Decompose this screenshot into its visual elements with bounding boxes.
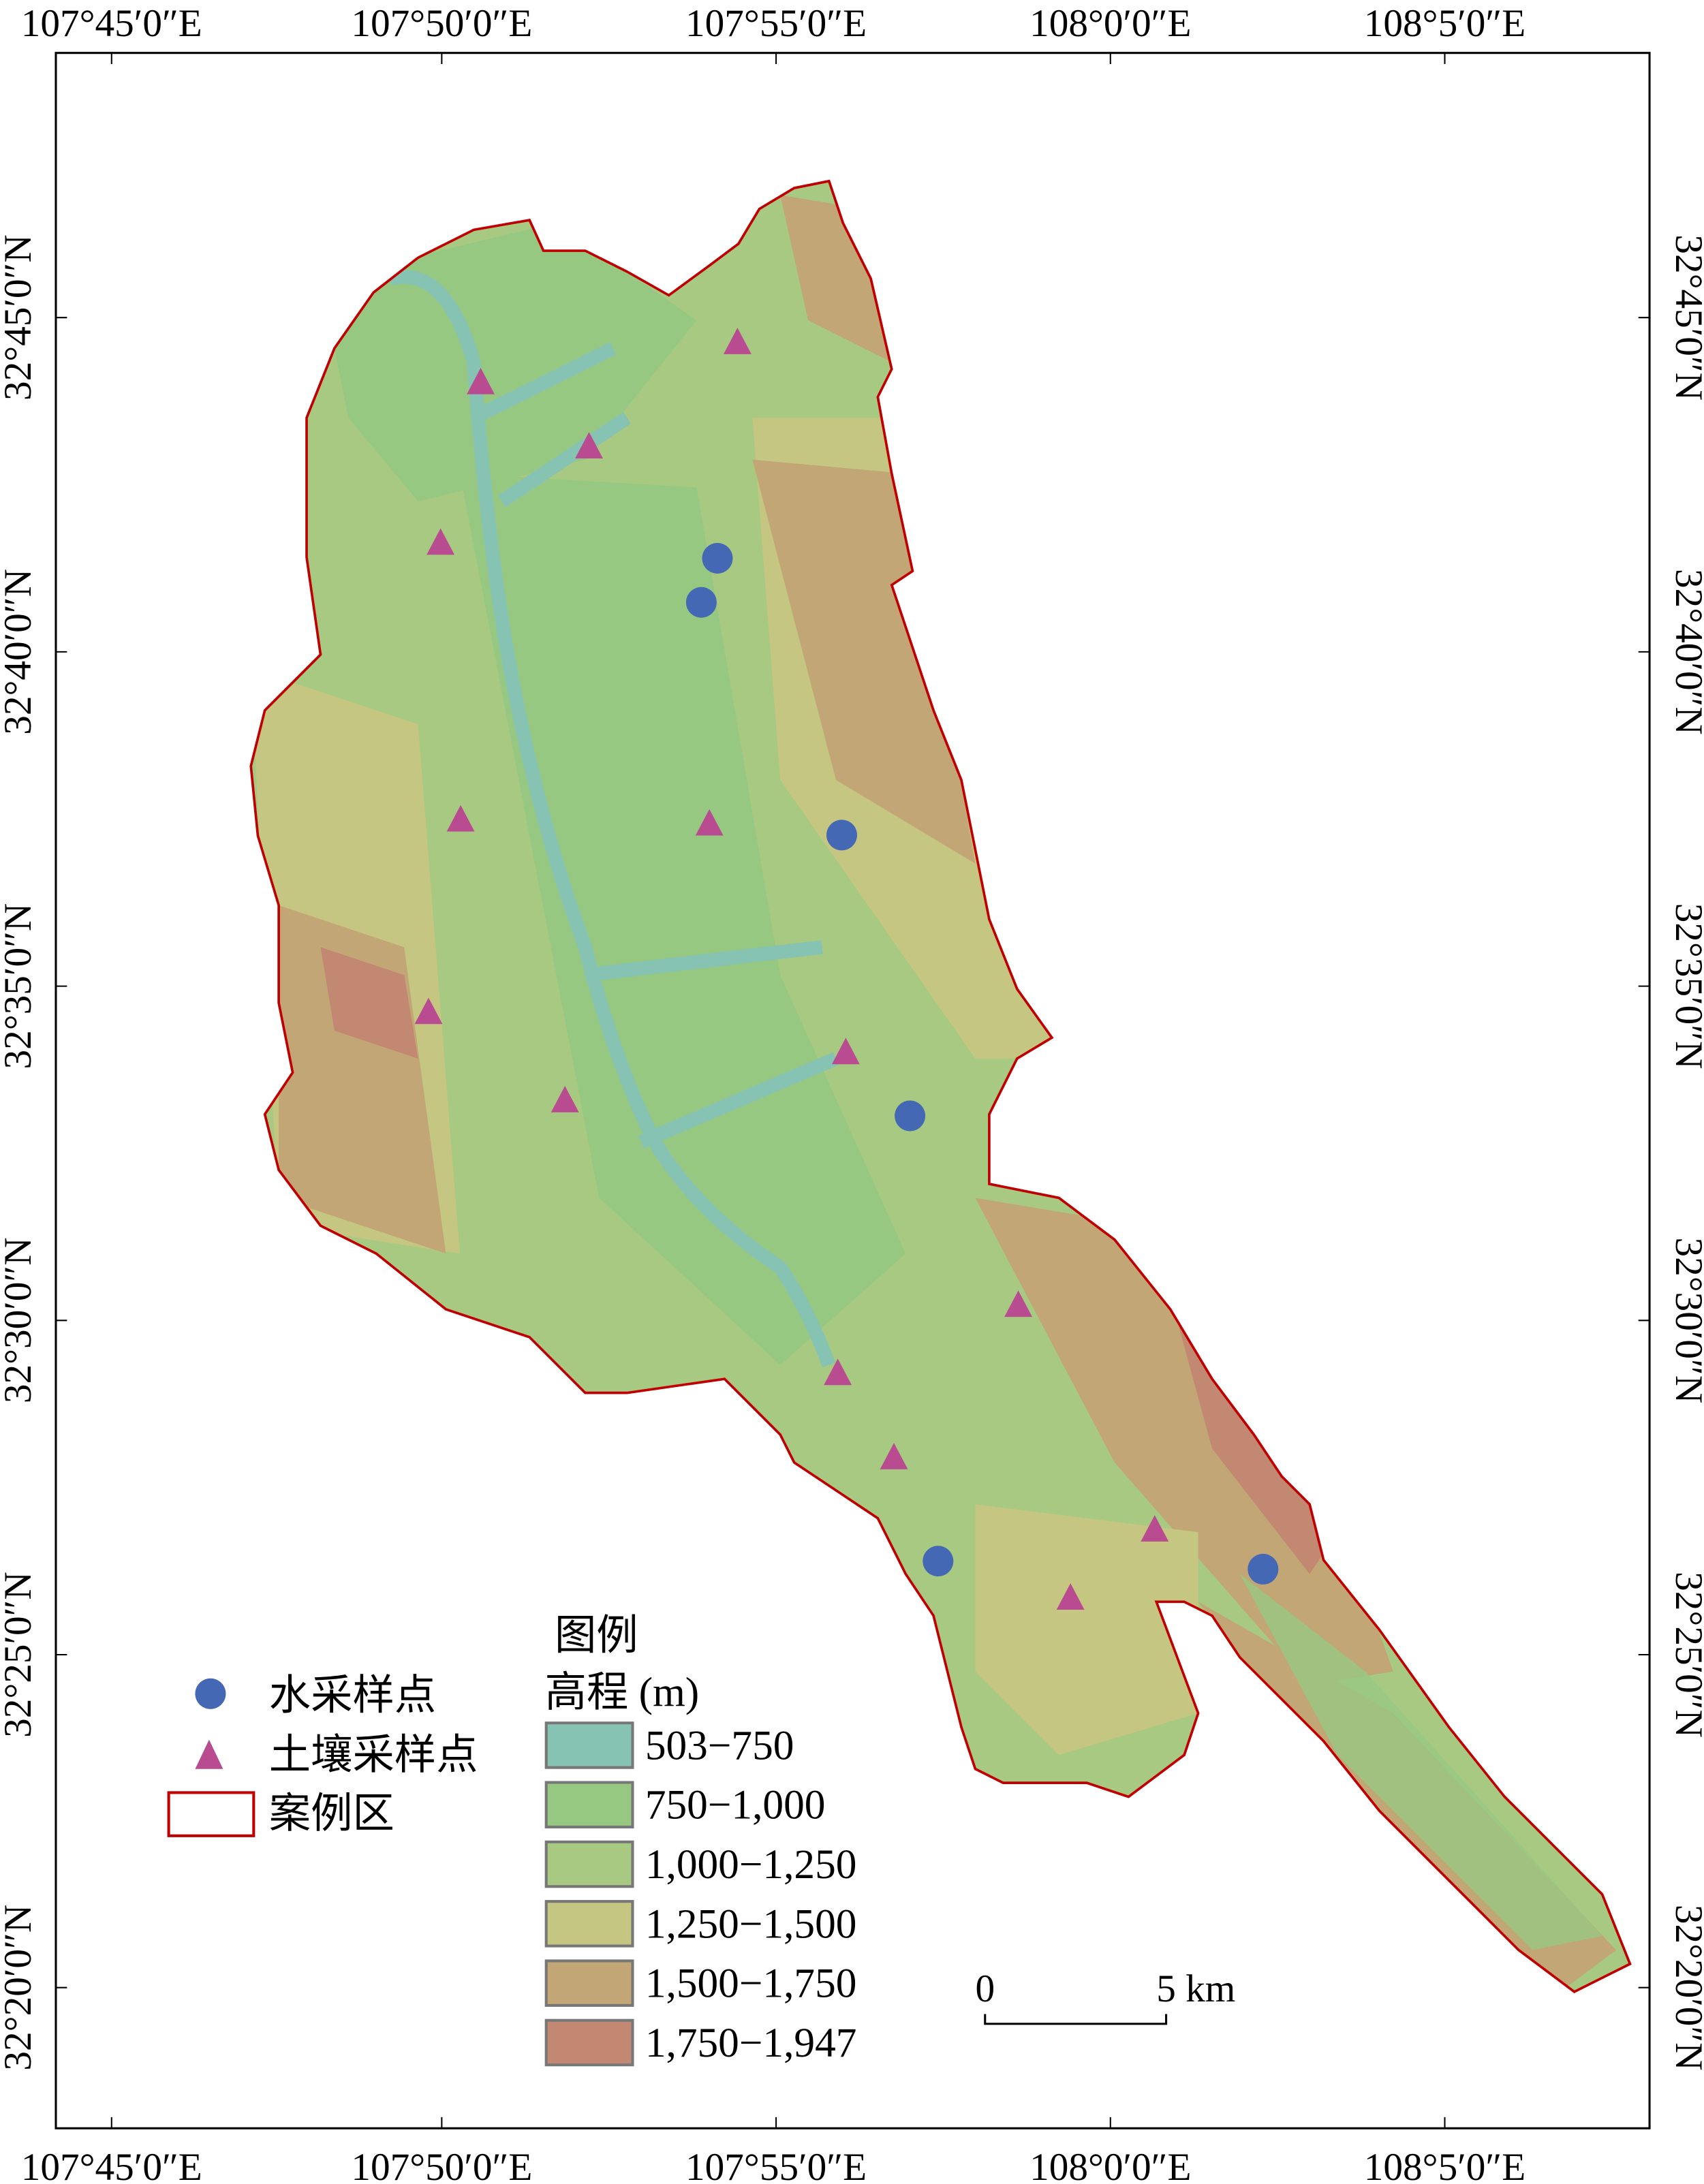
y-tick-label-right: 32°30′0″N [1667,1237,1704,1403]
x-tick-label-top: 107°50′0″E [351,2,532,45]
y-tick-label-right: 32°40′0″N [1667,569,1704,735]
soil-sample-point [695,809,724,836]
elevation-class-label: 503−750 [645,1722,794,1768]
case-area-legend-icon [167,1791,255,1837]
scale-end: 5 km [1156,1967,1235,2010]
soil-sample-legend-icon [195,1739,223,1769]
river [388,270,839,1368]
soil-sample-point [880,1443,908,1469]
y-tick-label-right: 32°20′0″N [1667,1905,1704,2071]
x-tick-label-bottom: 108°5′0″E [1364,2146,1525,2184]
x-tick-label-top: 107°55′0″E [685,2,867,45]
x-tick-label-bottom: 107°45′0″E [21,2146,202,2184]
y-tick-label-right: 32°25′0″N [1667,1572,1704,1738]
elevation-class-swatch [544,1840,634,1888]
water-sample-point [826,820,857,851]
soil-sample-point [467,367,495,394]
elevation-legend: 图例 高程 (m) 503−750 750−1,000 1,000−1,250 1,2… [544,1612,857,2067]
scale-bar: 0 5 km [975,1967,1235,2025]
soil-sample-point [831,1038,860,1065]
soil-sample-point [1141,1515,1169,1542]
y-tick-label-left: 32°40′0″N [0,569,40,735]
y-tick-label-right: 32°45′0″N [1667,234,1704,401]
legend-water-label: 水采样点 [269,1672,436,1719]
soil-sample-point [446,805,475,832]
soil-sample-point [551,1086,579,1112]
elevation-class-label: 750−1,000 [645,1782,826,1828]
x-tick-label-top: 108°5′0″E [1364,2,1525,45]
soil-sample-point [824,1358,852,1386]
y-tick-label-left: 32°25′0″N [0,1572,40,1738]
water-sample-point [702,543,733,574]
scale-start: 0 [975,1967,995,2010]
x-tick-label-top: 107°45′0″E [21,2,202,45]
water-sample-legend-icon [195,1678,226,1709]
water-sample-point [685,587,717,618]
legend-area-label: 案例区 [269,1791,394,1837]
x-tick-label-top: 108°0′0″E [1029,2,1191,45]
case-study-area-boundary [249,179,1632,1993]
y-tick-label-left: 32°35′0″N [0,903,40,1070]
elevation-class-swatch [544,1721,634,1769]
elevation-class-swatch [544,1781,634,1829]
x-tick-label-bottom: 107°50′0″E [351,2146,532,2184]
elevation-class-label: 1,500−1,750 [645,1961,857,2007]
water-sample-point [923,1546,954,1577]
soil-sample-point [1056,1583,1085,1610]
elevation-title: 高程 (m) [545,1670,700,1716]
soil-sample-point [414,997,443,1025]
water-sample-point [895,1100,926,1132]
y-tick-label-left: 32°20′0″N [0,1905,40,2071]
elevation-class-label: 1,750−1,947 [645,2020,857,2066]
x-tick-label-bottom: 107°55′0″E [685,2146,867,2184]
soil-sample-point [1004,1290,1033,1317]
y-tick-label-left: 32°45′0″N [0,234,40,401]
elevation-class-label: 1,000−1,250 [645,1841,857,1888]
y-tick-label-left: 32°30′0″N [0,1237,40,1403]
legend-soil-label: 土壤采样点 [269,1732,478,1779]
soil-sample-point [427,528,455,555]
soil-sample-point [723,328,752,354]
y-tick-label-right: 32°35′0″N [1667,903,1704,1070]
legend-title: 图例 [555,1612,638,1659]
elevation-class-swatch [544,2018,634,2067]
soil-sample-point [575,432,603,459]
elevation-class-swatch [544,1959,634,2007]
elevation-class-swatch [544,1900,634,1948]
elevation-class-label: 1,250−1,500 [645,1901,857,1947]
symbol-legend: 水采样点 土壤采样点 案例区 [167,1672,478,1837]
water-sample-point [1248,1553,1279,1585]
x-tick-label-bottom: 108°0′0″E [1029,2146,1191,2184]
